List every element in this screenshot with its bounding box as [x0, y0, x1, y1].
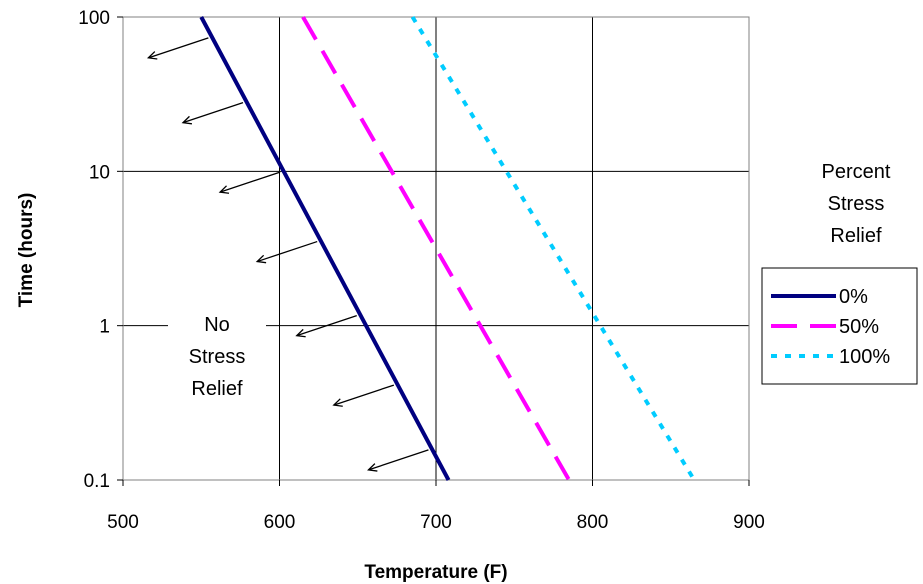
series-line-3	[413, 17, 695, 480]
legend-label: 0%	[839, 286, 868, 308]
legend-title-line-3: Relief	[830, 225, 882, 247]
x-tick-label: 600	[264, 512, 296, 533]
x-tick-label: 500	[107, 512, 139, 533]
annotation-line-3: Relief	[191, 378, 243, 400]
annotation-line-1: No	[204, 314, 230, 336]
legend-title-line-1: Percent	[822, 161, 891, 183]
arrow	[334, 385, 394, 406]
y-tick-label: 10	[89, 162, 110, 183]
x-axis-ticks: 500 600 700 800 900	[107, 480, 765, 533]
y-axis-ticks: 0.1 1 10 100	[78, 8, 123, 492]
arrow	[148, 38, 208, 59]
x-axis-title: Temperature (F)	[364, 562, 507, 583]
series-layer	[201, 17, 694, 480]
arrow	[368, 450, 428, 471]
x-tick-label: 700	[420, 512, 452, 533]
annotation-line-2: Stress	[189, 346, 246, 368]
arrow	[257, 242, 317, 263]
arrow	[183, 103, 243, 124]
legend-label: 100%	[839, 346, 890, 368]
legend-label: 50%	[839, 316, 879, 338]
legend-title-line-2: Stress	[828, 193, 885, 215]
no-stress-relief-annotation: No Stress Relief	[168, 306, 266, 412]
legend: 0% 50% 100%	[762, 268, 917, 384]
y-axis-title: Time (hours)	[16, 193, 37, 308]
y-tick-label: 0.1	[84, 471, 110, 492]
y-tick-label: 100	[78, 8, 110, 29]
arrow	[220, 172, 280, 193]
legend-title: Percent Stress Relief	[822, 161, 891, 247]
arrow	[297, 316, 357, 337]
x-tick-label: 900	[733, 512, 765, 533]
x-tick-label: 800	[577, 512, 609, 533]
y-tick-label: 1	[99, 317, 110, 338]
